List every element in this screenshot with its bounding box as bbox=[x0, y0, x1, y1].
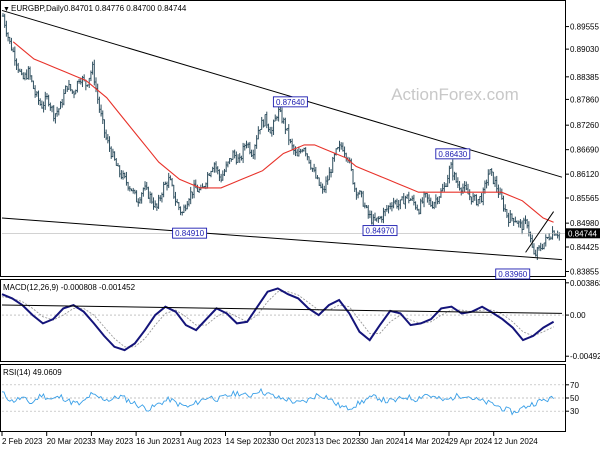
date-tick-label: 12 Jun 2024 bbox=[494, 437, 539, 446]
date-axis: 2 Feb 2023 20 Mar 2023 3 May 2023 16 Jun 20… bbox=[1, 432, 539, 446]
last-price-badge-text: 0.84744 bbox=[568, 229, 597, 238]
level-annotation-text: 0.86430 bbox=[438, 150, 467, 159]
macd-series-layer bbox=[1, 287, 565, 352]
date-tick-label: 20 Mar 2023 bbox=[47, 437, 92, 446]
level-annotation-text: 0.83960 bbox=[498, 270, 527, 279]
macd-tick-label: -0.004926 bbox=[570, 352, 600, 361]
level-annotation-text: 0.84910 bbox=[175, 229, 204, 238]
date-tick-label: 2 Feb 2023 bbox=[2, 437, 43, 446]
macd-tick-label: 0.00 bbox=[570, 311, 586, 320]
date-tick-label: 1 Aug 2023 bbox=[181, 437, 222, 446]
watermark: ActionForex.com bbox=[391, 85, 519, 104]
macd-tick-label: 0.003863 bbox=[570, 279, 600, 288]
date-tick-label: 14 Mar 2024 bbox=[404, 437, 449, 446]
date-tick-label: 14 Sep 2023 bbox=[226, 437, 272, 446]
price-series-layer bbox=[1, 13, 565, 261]
macd-line bbox=[1, 287, 555, 352]
rsi-tick-label: 50 bbox=[570, 394, 579, 403]
last-price-badge: 0.84744 bbox=[566, 228, 600, 239]
level-annotation: 0.83960 bbox=[495, 268, 531, 280]
price-axis: 0.89555 0.89030 0.88385 0.87860 0.87260 0.866… bbox=[565, 23, 600, 276]
level-annotation-text: 0.84970 bbox=[366, 227, 395, 236]
macd-trendline bbox=[1, 304, 563, 314]
date-tick-label: 30 Oct 2023 bbox=[270, 437, 314, 446]
date-tick-label: 13 Dec 2023 bbox=[315, 437, 361, 446]
rsi-axis: 70 50 30 bbox=[565, 381, 579, 416]
rsi-series-layer bbox=[1, 384, 565, 416]
rsi-label: RSI(14) 49.0609 bbox=[3, 368, 62, 377]
chart-title-arrow-icon: ▼ bbox=[3, 6, 10, 13]
price-tick-label: 0.88385 bbox=[570, 73, 599, 82]
level-annotation: 0.87640 bbox=[272, 96, 308, 108]
price-panel-frame bbox=[0, 0, 566, 277]
price-tick-label: 0.89555 bbox=[570, 23, 599, 32]
rsi-tick-label: 70 bbox=[570, 381, 579, 390]
symbol-label: EURGBP,Daily bbox=[11, 4, 64, 13]
level-annotation: 0.84970 bbox=[362, 225, 398, 237]
price-tick-label: 0.83855 bbox=[570, 267, 599, 276]
price-tick-label: 0.84425 bbox=[570, 243, 599, 252]
date-tick-label: 3 May 2023 bbox=[91, 437, 133, 446]
price-tick-label: 0.84980 bbox=[570, 219, 599, 228]
ohlc-values: 0.84701 0.84776 0.84700 0.84744 bbox=[64, 4, 187, 13]
macd-signal-line bbox=[1, 291, 554, 348]
rsi-tick-label: 30 bbox=[570, 407, 579, 416]
date-tick-label: 16 Jun 2023 bbox=[136, 437, 181, 446]
level-annotation: 0.84910 bbox=[172, 227, 208, 239]
macd-axis: 0.003863 0.00 -0.004926 bbox=[565, 279, 600, 361]
level-annotation-text: 0.87640 bbox=[276, 98, 305, 107]
price-tick-label: 0.86120 bbox=[570, 170, 599, 179]
rsi-line bbox=[1, 387, 554, 416]
price-tick-label: 0.85565 bbox=[570, 194, 599, 203]
level-annotation: 0.86430 bbox=[435, 148, 471, 160]
trendline bbox=[525, 211, 555, 253]
date-tick-label: 30 Jan 2024 bbox=[360, 437, 405, 446]
macd-panel-frame bbox=[0, 279, 566, 362]
annotation-layer: 0.84910 0.87640 0.84970 0.86430 0.83960 bbox=[172, 96, 531, 280]
price-tick-label: 0.86690 bbox=[570, 146, 599, 155]
date-tick-label: 29 Apr 2024 bbox=[449, 437, 493, 446]
price-tick-label: 0.87860 bbox=[570, 95, 599, 104]
macd-label: MACD(12,26,9) -0.000808 -0.001452 bbox=[3, 283, 136, 292]
price-tick-label: 0.89030 bbox=[570, 45, 599, 54]
moving-average-line bbox=[12, 41, 554, 223]
trendline bbox=[1, 217, 563, 261]
price-tick-label: 0.87260 bbox=[570, 121, 599, 130]
